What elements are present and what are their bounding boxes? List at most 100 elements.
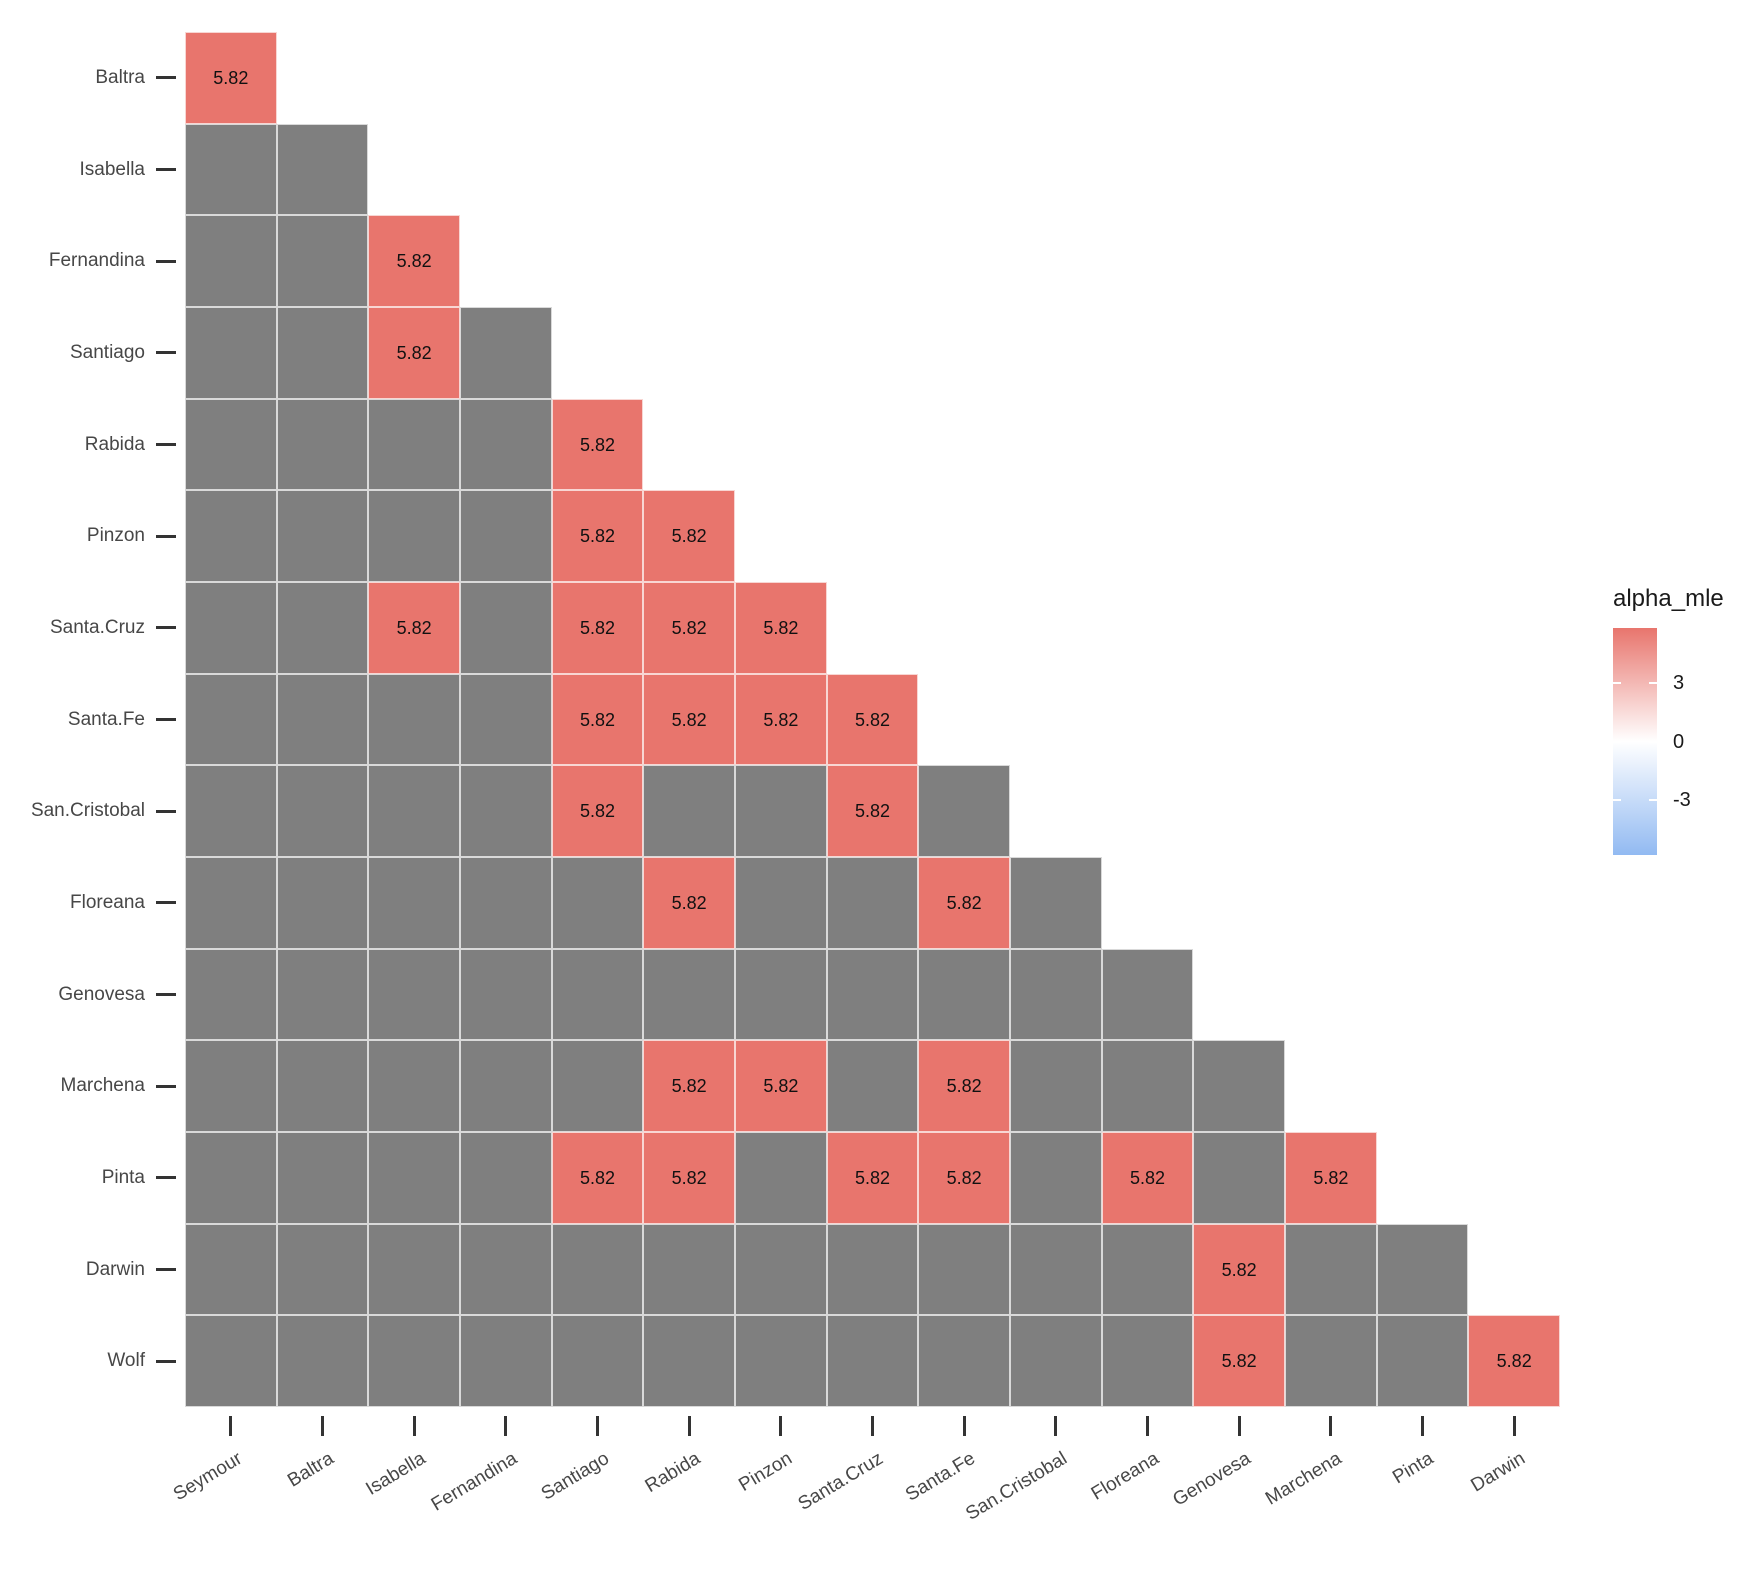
heatmap-cell-Genovesa-Isabella <box>368 948 460 1041</box>
heatmap-cell-Pinta-Genovesa <box>1193 1132 1286 1224</box>
heatmap-cell-Genovesa-Santiago <box>551 948 644 1041</box>
heatmap-cell-San.Cristobal-Santa.Cruz: 5.82 <box>826 765 919 858</box>
y-axis-tick <box>156 1268 176 1272</box>
x-axis-tick <box>412 1416 416 1436</box>
heatmap-cell-Pinzon-Rabida: 5.82 <box>643 490 735 582</box>
cell-value-label: 5.82 <box>213 67 249 88</box>
cell-value-label: 5.82 <box>396 617 432 638</box>
heatmap-cell-Darwin-Fernandina <box>460 1223 552 1316</box>
heatmap-cell-Santa.Fe-Rabida: 5.82 <box>643 673 735 766</box>
x-axis-label-Isabella: Isabella <box>362 1448 430 1500</box>
y-axis-label-Isabella: Isabella <box>79 158 146 180</box>
x-axis-tick <box>1329 1416 1333 1436</box>
x-axis-label-Marchena: Marchena <box>1262 1448 1346 1510</box>
heatmap-cell-Wolf-Marchena <box>1285 1315 1377 1408</box>
heatmap-cell-Genovesa-Fernandina <box>460 948 552 1041</box>
y-axis-tick <box>156 901 176 905</box>
y-axis-tick <box>156 718 176 722</box>
cell-value-label: 5.82 <box>763 617 799 638</box>
cell-value-label: 5.82 <box>1496 1351 1532 1372</box>
heatmap-cell-Darwin-Genovesa: 5.82 <box>1193 1223 1286 1316</box>
legend-bar-tick <box>1613 740 1621 743</box>
y-axis-label-Genovesa: Genovesa <box>58 983 145 1005</box>
legend-bar-tick <box>1649 681 1657 684</box>
heatmap-cell-Darwin-Rabida <box>643 1223 735 1316</box>
heatmap-cell-Pinzon-Baltra <box>276 490 369 582</box>
heatmap-cell-Santa.Fe-Santiago: 5.82 <box>551 673 644 766</box>
y-axis-tick <box>156 76 176 80</box>
heatmap-cell-Santiago-Isabella: 5.82 <box>368 307 460 399</box>
y-axis-label-Baltra: Baltra <box>95 66 145 88</box>
heatmap-cell-Darwin-Pinzon <box>735 1223 827 1316</box>
heatmap-cell-Santa.Cruz-Pinzon: 5.82 <box>735 582 827 674</box>
heatmap-cell-Fernandina-Isabella: 5.82 <box>368 215 460 307</box>
legend: alpha_mle 3 0 -3 <box>1613 585 1763 875</box>
heatmap-cell-Santiago-Seymour <box>185 307 277 399</box>
cell-value-label: 5.82 <box>579 709 616 730</box>
heatmap-cell-Pinzon-Santiago: 5.82 <box>551 490 644 582</box>
heatmap-cell-Pinta-Baltra <box>276 1132 369 1224</box>
legend-bar-tick <box>1613 799 1621 801</box>
x-axis-label-Pinta: Pinta <box>1389 1448 1438 1489</box>
heatmap-cell-Floreana-Seymour <box>185 857 277 949</box>
y-axis-label-Darwin: Darwin <box>85 1258 145 1280</box>
y-axis-tick <box>156 1084 176 1088</box>
x-axis-label-Floreana: Floreana <box>1087 1448 1163 1505</box>
heatmap-cell-Santa.Fe-Pinzon: 5.82 <box>735 673 827 766</box>
heatmap-cell-Wolf-Santa.Cruz <box>826 1315 919 1408</box>
heatmap-cell-Floreana-Rabida: 5.82 <box>643 857 735 949</box>
y-axis-label-Santa.Fe: Santa.Fe <box>67 708 145 730</box>
cell-value-label: 5.82 <box>396 251 432 272</box>
heatmap-cell-Pinta-Pinzon <box>735 1132 827 1224</box>
heatmap-cell-Santa.Cruz-Santiago: 5.82 <box>551 582 644 674</box>
x-axis-tick <box>871 1416 875 1436</box>
heatmap-cell-Marchena-Santiago <box>551 1040 644 1133</box>
heatmap-cell-Pinta-Marchena: 5.82 <box>1285 1132 1377 1224</box>
heatmap-cell-Pinta-Santa.Cruz: 5.82 <box>826 1132 919 1224</box>
heatmap-cell-Santa.Cruz-Rabida: 5.82 <box>643 582 735 674</box>
y-axis-tick <box>156 534 176 538</box>
heatmap-cell-Genovesa-Santa.Cruz <box>826 948 919 1041</box>
heatmap-cell-Fernandina-Seymour <box>185 215 277 307</box>
heatmap-cell-Santa.Fe-Fernandina <box>460 673 552 766</box>
cell-value-label: 5.82 <box>671 617 707 638</box>
heatmap-cell-Genovesa-Seymour <box>185 948 277 1041</box>
heatmap-cell-San.Cristobal-Santa.Fe <box>918 765 1011 858</box>
legend-bar-tick <box>1613 681 1621 684</box>
heatmap-cell-Santa.Cruz-Fernandina <box>460 582 552 674</box>
heatmap-cell-Pinzon-Fernandina <box>460 490 552 582</box>
heatmap-cell-Santiago-Baltra <box>276 307 369 399</box>
cell-value-label: 5.82 <box>854 801 891 822</box>
heatmap-cell-Wolf-Santiago <box>551 1315 644 1408</box>
heatmap-cell-San.Cristobal-Baltra <box>276 765 369 858</box>
heatmap-cell-Santa.Fe-Seymour <box>185 673 277 766</box>
x-axis-label-Santa.Cruz: Santa.Cruz <box>795 1448 888 1515</box>
x-axis-label-San.Cristobal: San.Cristobal <box>962 1448 1071 1525</box>
y-axis-tick <box>156 443 176 446</box>
heatmap-cell-Wolf-Fernandina <box>460 1315 552 1408</box>
heatmap-cell-San.Cristobal-Pinzon <box>735 765 827 858</box>
heatmap-cell-Wolf-Pinta <box>1376 1315 1469 1408</box>
legend-gradient-bar <box>1613 628 1657 855</box>
heatmap-cell-Floreana-Fernandina <box>460 857 552 949</box>
legend-title: alpha_mle <box>1613 585 1724 612</box>
x-axis-label-Darwin: Darwin <box>1467 1448 1530 1497</box>
legend-tick-label-0: 0 <box>1673 730 1685 753</box>
x-axis-tick <box>779 1416 783 1436</box>
cell-value-label: 5.82 <box>671 1076 707 1097</box>
x-axis-tick <box>504 1416 508 1436</box>
heatmap-cell-Darwin-San.Cristobal <box>1010 1223 1102 1316</box>
heatmap-cell-Wolf-Baltra <box>276 1315 369 1408</box>
cell-value-label: 5.82 <box>579 1167 616 1188</box>
heatmap-cell-Rabida-Santiago: 5.82 <box>551 398 644 491</box>
heatmap-cell-Darwin-Marchena <box>1285 1223 1377 1316</box>
heatmap-cell-San.Cristobal-Seymour <box>185 765 277 858</box>
x-axis-tick <box>1054 1416 1058 1436</box>
cell-value-label: 5.82 <box>946 1167 982 1188</box>
y-axis-tick <box>156 168 176 171</box>
y-axis-label-Santa.Cruz: Santa.Cruz <box>49 616 145 638</box>
y-axis-tick <box>156 809 176 813</box>
heatmap-cell-Wolf-Rabida <box>643 1315 735 1408</box>
heatmap-cell-Santa.Cruz-Baltra <box>276 582 369 674</box>
cell-value-label: 5.82 <box>671 709 707 730</box>
